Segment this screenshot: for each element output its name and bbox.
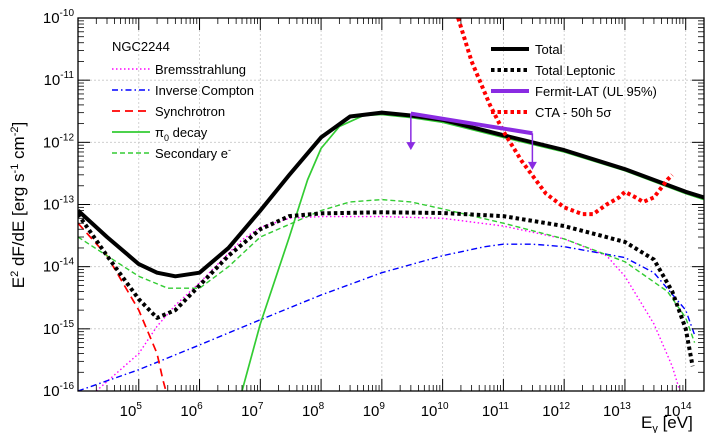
series-line-total-leptonic	[78, 210, 695, 367]
y-axis-title: E2 dF/dE [erg s-1 cm-2]	[9, 122, 28, 288]
x-tick-label: 1013	[603, 401, 631, 420]
y-tick-label: 10-15	[43, 319, 75, 338]
grid	[78, 18, 704, 391]
legend-label-fermi-lat: Fermit-LAT (UL 95%)	[535, 84, 657, 99]
legend-label-total-leptonic: Total Leptonic	[535, 63, 616, 78]
series-line-inverse-compton	[78, 243, 696, 391]
y-tick-label: 10-11	[44, 70, 75, 89]
y-tick-labels: 10-16 10-15 10-14 10-13 10-12 10-11 10-10	[43, 8, 75, 400]
legend-right: Total Total Leptonic Fermit-LAT (UL 95%)…	[491, 42, 657, 120]
x-tick-label: 108	[302, 401, 325, 420]
x-tick-label: 1010	[421, 401, 449, 420]
legend-label-pi0-decay: π0 decay	[155, 125, 208, 143]
x-tick-label: 109	[363, 401, 386, 420]
fermi-ul-arrow-head	[406, 142, 416, 151]
fermi-ul-line	[410, 111, 533, 136]
x-tick-label: 105	[120, 401, 143, 420]
series-line-bremsstrahlung	[95, 215, 681, 391]
legend-left-title: NGC2244	[112, 39, 170, 54]
legend-label-secondary-e: Secondary e-	[155, 145, 231, 161]
series-line-total	[78, 110, 704, 279]
fermi-ul-layer	[406, 111, 537, 170]
series-line-secondary-e	[78, 198, 696, 343]
series-line-cta-50h-5	[456, 18, 674, 217]
x-axis-title: Eγ [eV]	[641, 413, 693, 433]
x-tick-label: 1014	[664, 401, 692, 420]
series-line-synchrotron	[78, 222, 167, 391]
series-layer	[78, 18, 704, 391]
legend-label-total: Total	[535, 42, 563, 57]
legend-label-inverse-compton: Inverse Compton	[155, 83, 254, 98]
fermi-ul-arrow-head	[527, 161, 537, 170]
legend-label-bremsstrahlung: Bremsstrahlung	[155, 62, 246, 77]
x-tick-labels: 105 106 107 108 109 1010 1011 1012 1013 1014	[120, 401, 692, 420]
x-tick-label: 107	[241, 401, 264, 420]
y-tick-label: 10-12	[43, 132, 75, 151]
y-tick-label: 10-13	[43, 195, 75, 214]
y-tick-label: 10-10	[43, 8, 75, 27]
axes	[78, 17, 704, 392]
y-tick-label: 10-14	[43, 257, 75, 276]
legend-label-synchrotron: Synchrotron	[155, 104, 225, 119]
x-tick-label: 1012	[542, 401, 570, 420]
x-tick-label: 1011	[482, 401, 510, 420]
legend-label-cta: CTA - 50h 5σ	[535, 105, 611, 120]
x-tick-label: 106	[180, 401, 203, 420]
legend-left: NGC2244 Bremsstrahlung Inverse Compton S…	[112, 39, 254, 161]
y-tick-label: 10-16	[43, 381, 75, 400]
